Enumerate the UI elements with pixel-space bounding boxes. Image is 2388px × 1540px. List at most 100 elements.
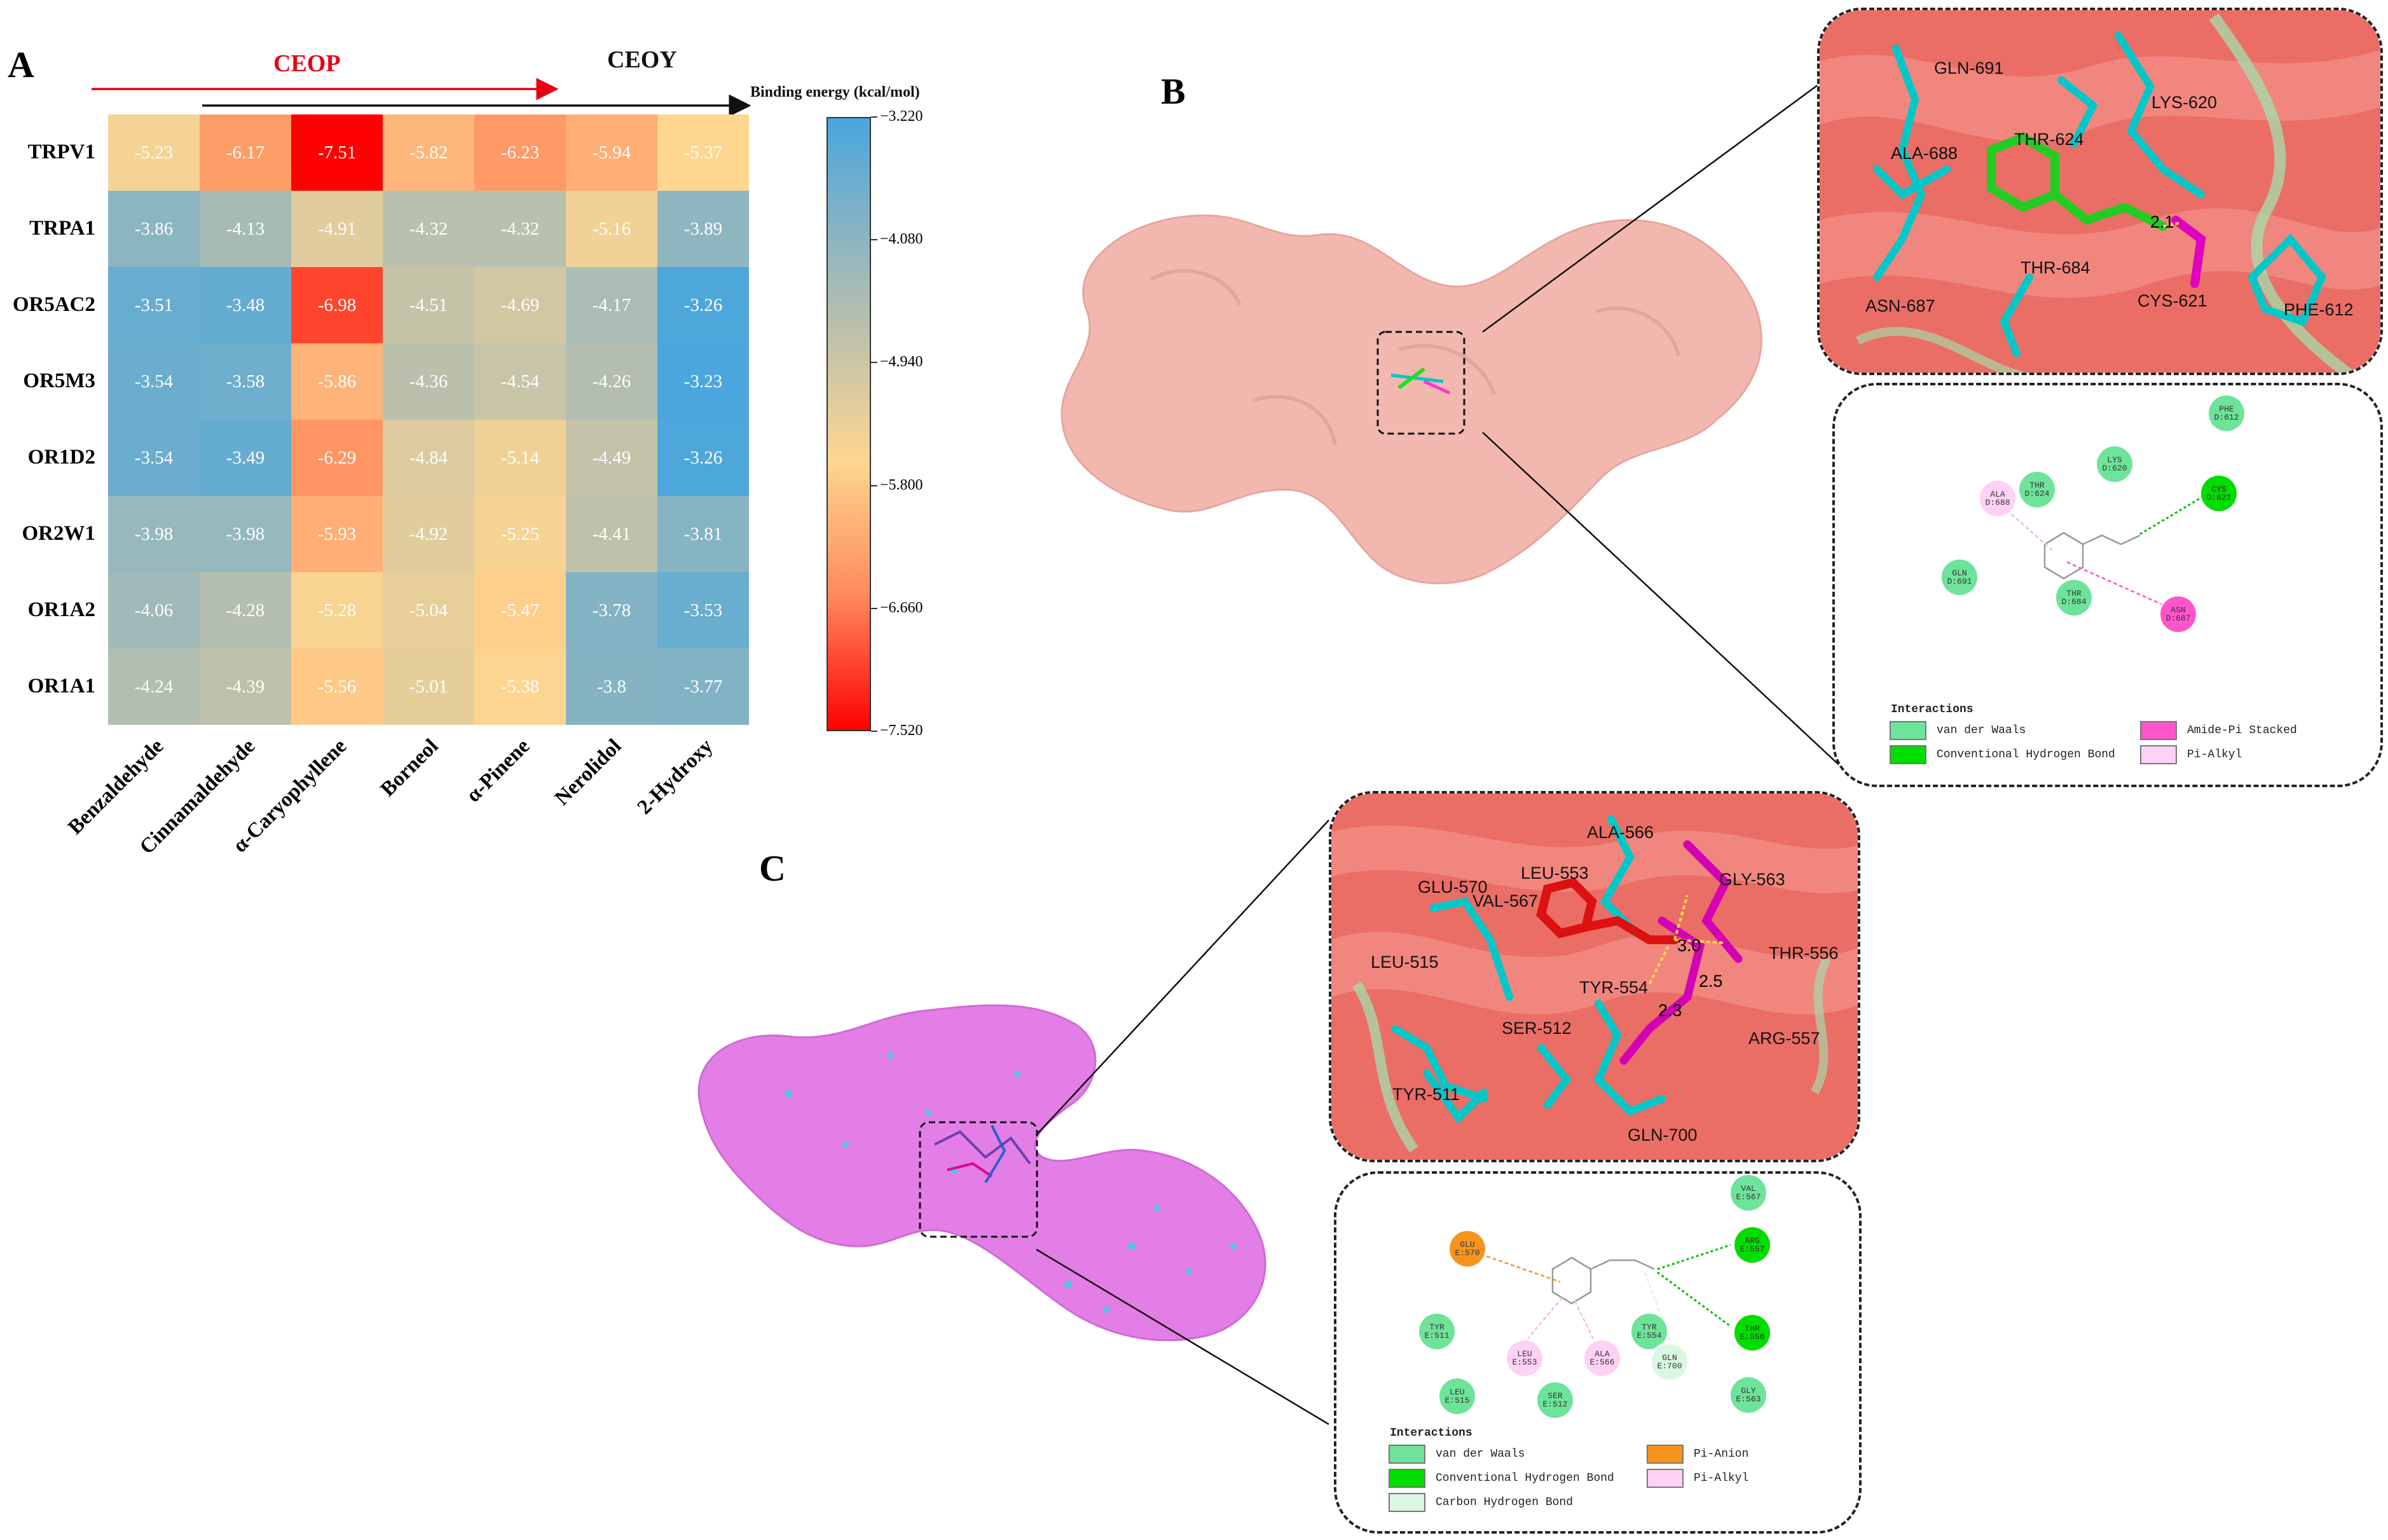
heatmap-grid: -5.23 -6.17 -7.51 -5.82 -6.23 -5.94 -5.37 -3.86… xyxy=(108,114,749,725)
column-label: Cinnamaldehyde xyxy=(135,734,260,859)
colorbar-tick-label: −4.080 xyxy=(880,231,923,248)
heatmap-cell: -6.98 xyxy=(291,267,383,343)
heatmap-cell: -5.01 xyxy=(383,649,474,725)
heatmap-cell: -3.26 xyxy=(657,420,749,496)
colorbar-tick-mark xyxy=(871,607,877,609)
residue-node: GLN D:691 xyxy=(1942,560,1977,595)
residue-node: CYS D:621 xyxy=(2201,476,2237,511)
colorbar-ticks: −3.220 −4.080 −4.940 −5.800 −6.660 −7.520 xyxy=(871,108,960,739)
legend-hbond: Conventional Hydrogen Bond xyxy=(1389,1469,1614,1488)
heatmap-cell: -4.39 xyxy=(200,649,291,725)
heatmap-cell: -4.06 xyxy=(108,572,200,649)
panel-a-label: A xyxy=(8,44,34,85)
column-label: 2-Hydroxy xyxy=(633,734,718,820)
heatmap-cell: -3.54 xyxy=(108,420,200,496)
colorbar-title: Binding energy (kcal/mol) xyxy=(750,84,920,100)
heatmap-cell: -5.23 xyxy=(108,114,200,191)
heatmap-cell: -3.81 xyxy=(657,496,749,572)
heatmap-cell: -3.58 xyxy=(200,343,291,420)
residue-node: ALA E:566 xyxy=(1584,1340,1620,1376)
heatmap-cell: -4.36 xyxy=(383,343,474,420)
column-label: Borneol xyxy=(376,734,443,801)
residue-label: GLN-700 xyxy=(1628,1125,1698,1145)
heatmap-cell: -3.78 xyxy=(566,572,657,649)
heatmap-cell: -5.82 xyxy=(383,114,474,191)
colorbar-tick-label: −5.800 xyxy=(880,476,923,493)
residue-label: VAL-567 xyxy=(1472,891,1539,911)
residue-label: THR-556 xyxy=(1769,944,1839,963)
ceoy-label: CEOY xyxy=(607,46,677,73)
heatmap-cell: -6.29 xyxy=(291,420,383,496)
zoom-lines-b xyxy=(1482,76,1844,770)
heatmap-cell: -5.56 xyxy=(291,649,383,725)
panel-b-structure-box: GLN-691 ALA-688 THR-624 LYS-620 ASN-687 … xyxy=(1817,8,2383,375)
residue-node: GLU E:570 xyxy=(1450,1231,1485,1267)
residue-label: ASN-687 xyxy=(1865,296,1935,315)
residue-label: ARG-557 xyxy=(1748,1029,1820,1048)
heatmap-cell: -4.69 xyxy=(474,267,566,343)
residue-label: TYR-554 xyxy=(1579,978,1649,997)
panel-c-interaction-box: VAL E:567 GLU E:570 ARG E:557 TYR E:511 TYR … xyxy=(1334,1171,1862,1534)
colorbar-tick-mark xyxy=(871,731,877,732)
heatmap-cell: -5.37 xyxy=(657,114,749,191)
heatmap-cell: -4.32 xyxy=(383,191,474,267)
residue-label: THR-624 xyxy=(2014,130,2084,149)
heatmap-cell: -4.41 xyxy=(566,496,657,572)
row-label: TRPA1 xyxy=(29,217,95,240)
residue-node: ASN D:687 xyxy=(2160,596,2196,632)
heatmap-cell: -4.51 xyxy=(383,267,474,343)
colorbar-tick-mark xyxy=(871,485,877,486)
legend-vdw: van der Waals xyxy=(1389,1445,1525,1464)
residue-node: ALA D:688 xyxy=(1980,481,2015,516)
column-label: α-Pinene xyxy=(462,734,535,808)
heatmap-cell: -3.8 xyxy=(566,649,657,725)
heatmap-cell: -3.51 xyxy=(108,267,200,343)
heatmap-cell: -3.54 xyxy=(108,343,200,420)
heatmap-column-labels: Benzaldehyde Cinnamaldehyde α-Caryophyllen… xyxy=(64,731,749,858)
panel-b-label: B xyxy=(1161,71,1186,112)
protein-c-surface xyxy=(697,1004,1266,1342)
residue-label: GLU-570 xyxy=(1418,877,1488,897)
column-label: Nerolidol xyxy=(551,734,626,810)
heatmap-cell: -4.13 xyxy=(200,191,291,267)
residue-label: THR-684 xyxy=(2021,258,2090,277)
residue-node: THR D:624 xyxy=(2019,472,2055,507)
heatmap-cell: -4.49 xyxy=(566,420,657,496)
group-arrows xyxy=(92,78,751,114)
heatmap-cell: -3.49 xyxy=(200,420,291,496)
colorbar-tick-label: −3.220 xyxy=(880,108,923,125)
heatmap-cell: -5.04 xyxy=(383,572,474,649)
residue-label: LEU-553 xyxy=(1521,863,1589,883)
row-label: OR1A2 xyxy=(27,598,95,621)
zoom-lines-c xyxy=(1036,820,1329,1426)
heatmap-cell: -3.26 xyxy=(657,267,749,343)
colorbar-tick-label: −6.660 xyxy=(880,599,923,616)
ligand-c-thumbnail xyxy=(934,1125,1031,1184)
heatmap-cell: -6.23 xyxy=(474,114,566,191)
panel-c-structure-box: ALA-566 LEU-553 GLU-570 VAL-567 GLY-563 … xyxy=(1329,791,1860,1162)
heatmap-cell: -5.94 xyxy=(566,114,657,191)
heatmap-cell: -4.17 xyxy=(566,267,657,343)
colorbar-tick-label: −4.940 xyxy=(880,354,923,371)
residue-node: ARG E:557 xyxy=(1734,1227,1770,1263)
colorbar-tick-mark xyxy=(871,239,877,241)
hbond-distance: 2.1 xyxy=(2150,212,2174,231)
heatmap-cell: -6.17 xyxy=(200,114,291,191)
residue-node: LEU E:515 xyxy=(1439,1378,1475,1414)
residue-node: PHE D:612 xyxy=(2209,395,2244,431)
row-label: OR5AC2 xyxy=(12,293,95,316)
heatmap-cell: -4.91 xyxy=(291,191,383,267)
residue-node: GLY E:563 xyxy=(1731,1377,1766,1413)
residue-label: GLN-691 xyxy=(1934,58,2004,78)
residue-node: TYR E:554 xyxy=(1631,1314,1667,1349)
heatmap-cell: -5.14 xyxy=(474,420,566,496)
heatmap-cell: -3.98 xyxy=(108,496,200,572)
legend-title: Interactions xyxy=(1390,1427,1472,1440)
heatmap-cell: -5.16 xyxy=(566,191,657,267)
hbond-distance: 2.3 xyxy=(1658,1001,1682,1020)
colorbar xyxy=(827,117,871,731)
colorbar-tick-mark xyxy=(871,116,877,118)
legend-title: Interactions xyxy=(1891,703,1973,716)
heatmap-cell: -3.77 xyxy=(657,649,749,725)
hbond-distance: 3.0 xyxy=(1677,936,1701,955)
